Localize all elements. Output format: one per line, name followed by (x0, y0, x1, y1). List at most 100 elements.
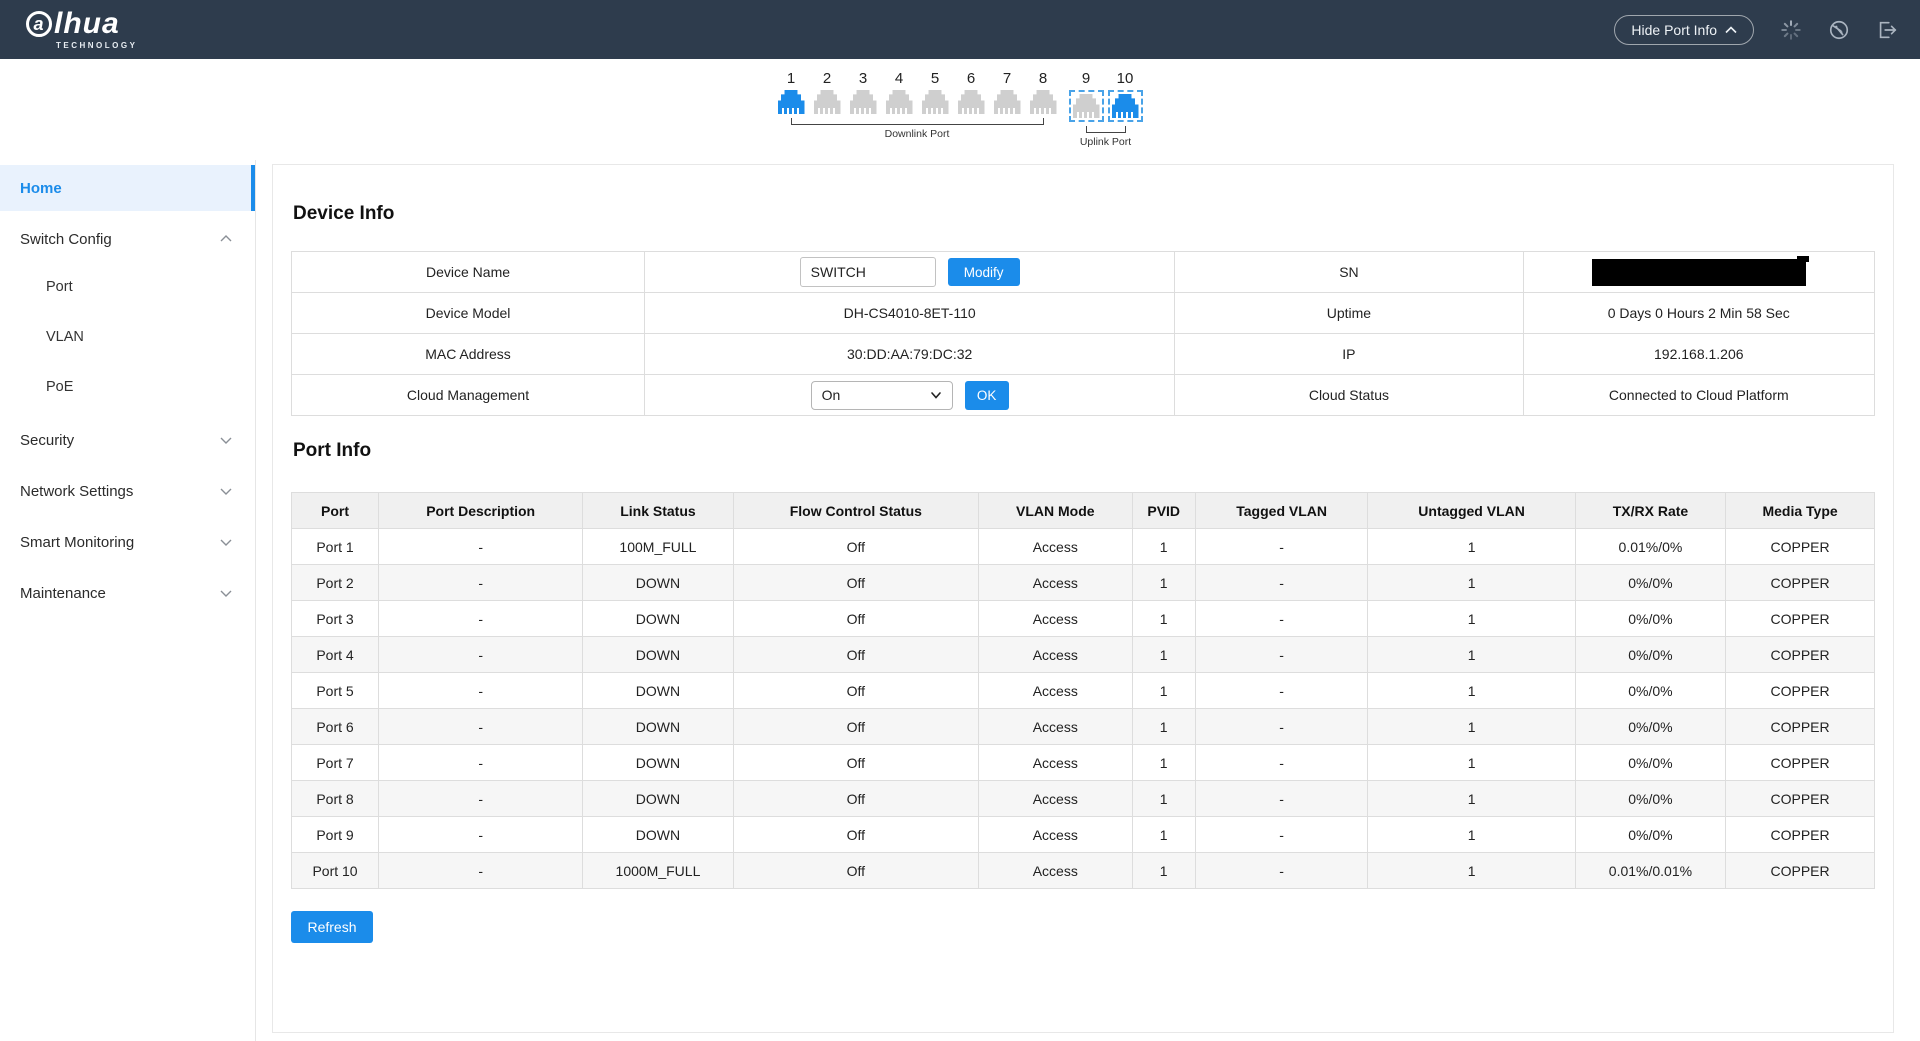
port-2[interactable]: 2 (814, 71, 841, 114)
port-info-table-body: Port 1-100M_FULLOffAccess1-10.01%/0%COPP… (292, 529, 1875, 889)
rj45-port-icon (850, 90, 877, 114)
sn-redacted-value (1592, 259, 1806, 286)
uplink-bracket (1086, 126, 1126, 133)
port-9[interactable]: 9 (1069, 71, 1104, 122)
port-7[interactable]: 7 (994, 71, 1021, 114)
table-cell: 1 (1132, 853, 1195, 889)
sidebar-item-label: Home (20, 180, 62, 197)
table-cell: COPPER (1726, 637, 1875, 673)
table-cell: Off (733, 637, 978, 673)
rj45-port-icon (1073, 94, 1100, 118)
globe-icon[interactable] (1828, 19, 1850, 41)
column-header: TX/RX Rate (1575, 493, 1725, 529)
downlink-port-group: 12345678 Downlink Port (778, 71, 1057, 140)
table-cell: - (1195, 745, 1368, 781)
sidebar-item-vlan[interactable]: VLAN (0, 312, 255, 362)
sidebar-item-port[interactable]: Port (0, 262, 255, 312)
column-header: Port (292, 493, 379, 529)
table-cell: COPPER (1726, 781, 1875, 817)
table-cell: 0%/0% (1575, 781, 1725, 817)
rj45-port-icon (778, 90, 805, 114)
chevron-down-icon (219, 535, 233, 549)
modify-button[interactable]: Modify (948, 258, 1020, 286)
port-10[interactable]: 10 (1108, 71, 1143, 122)
table-cell: COPPER (1726, 565, 1875, 601)
table-cell: 1 (1368, 529, 1575, 565)
port-1[interactable]: 1 (778, 71, 805, 114)
ip-label: IP (1175, 334, 1523, 375)
chevron-down-icon (219, 433, 233, 447)
table-cell: - (1195, 709, 1368, 745)
table-cell: 0%/0% (1575, 601, 1725, 637)
table-cell: DOWN (583, 565, 733, 601)
device-model-label: Device Model (292, 293, 645, 334)
column-header: Untagged VLAN (1368, 493, 1575, 529)
table-cell: Access (979, 601, 1133, 637)
table-cell: 0%/0% (1575, 745, 1725, 781)
table-cell: 0.01%/0% (1575, 529, 1725, 565)
table-cell: Access (979, 637, 1133, 673)
table-cell: Off (733, 673, 978, 709)
table-cell: - (1195, 853, 1368, 889)
column-header: Media Type (1726, 493, 1875, 529)
port-4[interactable]: 4 (886, 71, 913, 114)
table-cell: 0%/0% (1575, 817, 1725, 853)
column-header: Port Description (379, 493, 583, 529)
table-row: Port 1-100M_FULLOffAccess1-10.01%/0%COPP… (292, 529, 1875, 565)
sidebar-item-poe[interactable]: PoE (0, 362, 255, 412)
table-cell: 0%/0% (1575, 709, 1725, 745)
hide-port-info-label: Hide Port Info (1631, 22, 1717, 38)
ok-button[interactable]: OK (965, 381, 1009, 410)
sidebar-item-smart-monitoring[interactable]: Smart Monitoring (0, 519, 255, 565)
hide-port-info-button[interactable]: Hide Port Info (1614, 15, 1754, 45)
sidebar-item-network-settings[interactable]: Network Settings (0, 468, 255, 514)
table-row: Port 3-DOWNOffAccess1-10%/0%COPPER (292, 601, 1875, 637)
uplink-label: Uplink Port (1069, 136, 1143, 148)
table-cell: - (379, 745, 583, 781)
table-cell: Port 8 (292, 781, 379, 817)
mac-address-label: MAC Address (292, 334, 645, 375)
port-number: 10 (1117, 71, 1134, 86)
table-cell: - (379, 853, 583, 889)
sidebar-item-maintenance[interactable]: Maintenance (0, 570, 255, 616)
port-number: 3 (859, 71, 867, 86)
table-cell: Off (733, 601, 978, 637)
table-cell: 1 (1368, 673, 1575, 709)
chevron-down-icon (219, 484, 233, 498)
table-cell: 1000M_FULL (583, 853, 733, 889)
port-6[interactable]: 6 (958, 71, 985, 114)
table-row: MAC Address 30:DD:AA:79:DC:32 IP 192.168… (292, 334, 1875, 375)
port-5[interactable]: 5 (922, 71, 949, 114)
table-cell: 1 (1368, 601, 1575, 637)
column-header: PVID (1132, 493, 1195, 529)
cloud-management-select[interactable]: On (811, 381, 953, 410)
port-number: 4 (895, 71, 903, 86)
topbar: alhua TECHNOLOGY Hide Port Info (0, 0, 1920, 59)
uplink-dashed-box (1108, 90, 1143, 122)
sidebar-item-switch-config[interactable]: Switch Config (0, 216, 255, 262)
sidebar-item-home[interactable]: Home (0, 165, 255, 211)
port-8[interactable]: 8 (1030, 71, 1057, 114)
table-cell: Port 10 (292, 853, 379, 889)
table-cell: Access (979, 853, 1133, 889)
table-cell: 1 (1368, 637, 1575, 673)
table-row: Device Name Modify SN (292, 252, 1875, 293)
table-cell: Access (979, 529, 1133, 565)
uplink-ports-row: 9 10 (1069, 71, 1143, 122)
table-cell: 0%/0% (1575, 637, 1725, 673)
table-cell: Access (979, 673, 1133, 709)
table-cell: Off (733, 709, 978, 745)
refresh-button[interactable]: Refresh (291, 911, 373, 943)
logout-icon[interactable] (1876, 19, 1898, 41)
loading-icon[interactable] (1780, 19, 1802, 41)
port-3[interactable]: 3 (850, 71, 877, 114)
table-cell: - (379, 709, 583, 745)
table-cell: 1 (1368, 565, 1575, 601)
device-name-input[interactable] (800, 257, 936, 287)
table-cell: Port 4 (292, 637, 379, 673)
table-cell: Access (979, 709, 1133, 745)
sidebar-item-security[interactable]: Security (0, 417, 255, 463)
port-number: 8 (1039, 71, 1047, 86)
table-cell: DOWN (583, 637, 733, 673)
table-cell: DOWN (583, 817, 733, 853)
